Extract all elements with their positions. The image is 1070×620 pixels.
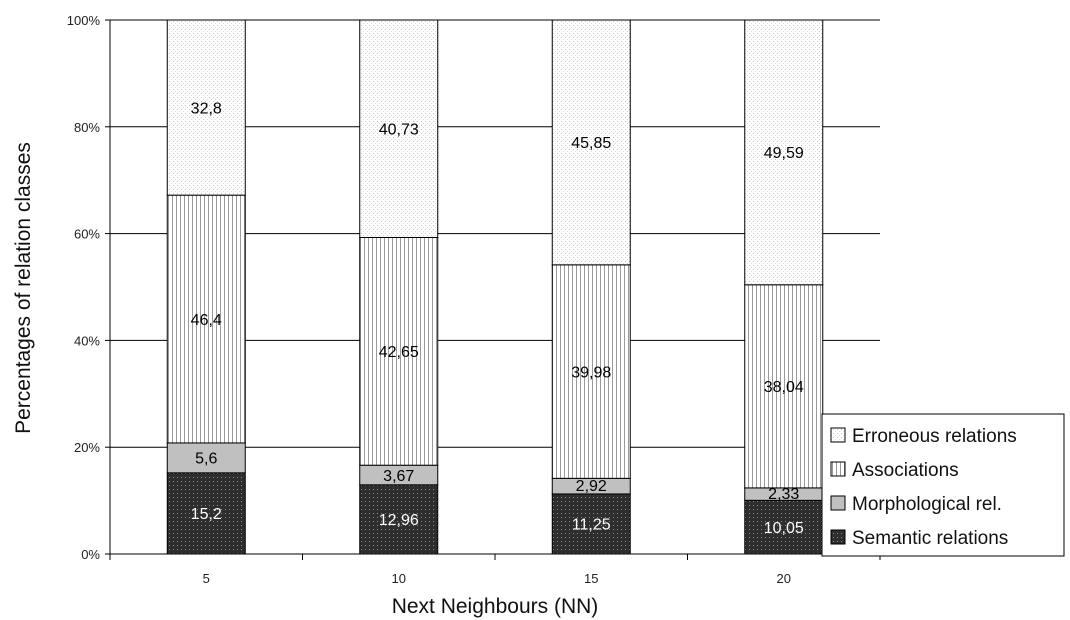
data-label: 15,2 [191,506,222,523]
y-tick-label: 60% [74,227,100,242]
bar-stack: 10,05 2,33 38,04 49,59 [744,19,824,555]
x-tick-label: 20 [777,571,791,586]
bar-segment [166,19,246,196]
x-tick-label: 15 [584,571,598,586]
data-label: 2,33 [768,486,799,503]
bar-segment [744,284,824,489]
legend-swatch [830,529,846,545]
data-label: 40,73 [379,121,419,138]
legend-swatch [830,461,846,477]
y-tick-label: 80% [74,120,100,135]
data-label: 32,8 [191,100,222,117]
bars: 15,2 5,6 46,4 32,8 12,96 3,67 42,65 40,73 11,25 2… [166,19,824,555]
y-tick-label: 0% [81,547,100,562]
legend-swatch [830,427,846,443]
data-label: 39,98 [571,364,611,381]
legend: Erroneous relations Associations Morpholog… [821,413,1065,557]
legend-box [821,413,1065,557]
y-axis-title: Percentages of relation classes [12,142,35,434]
bar-segment [359,236,439,466]
bar-stack: 11,25 2,92 39,98 45,85 [551,19,631,555]
data-label: 12,96 [379,512,419,529]
x-tick-label: 5 [203,571,210,586]
data-label: 5,6 [195,451,217,468]
bar-stack: 12,96 3,67 42,65 40,73 [359,19,439,555]
y-tick-label: 20% [74,440,100,455]
bar-segment [551,19,631,266]
data-label: 38,04 [764,379,804,396]
bar-segment [166,472,246,555]
legend-label: Morphological rel. [852,494,1002,515]
legend-swatch [830,495,846,511]
x-tick-label: 10 [392,571,406,586]
legend-label: Semantic relations [852,528,1008,549]
y-axis-ticks: 0% 20% 40% 60% 80% 100% [67,13,110,562]
bar-segment [551,493,631,555]
data-label: 10,05 [764,520,804,537]
legend-label: Erroneous relations [852,426,1017,447]
data-label: 3,67 [383,468,414,485]
x-axis: 5 10 15 20 [109,20,881,586]
data-label: 45,85 [571,135,611,152]
data-label: 46,4 [191,312,222,329]
bar-stack: 15,2 5,6 46,4 32,8 [166,19,246,555]
bar-segment [551,264,631,479]
data-label: 2,92 [576,478,607,495]
bar-segment [359,19,439,238]
bar-segment [744,19,824,286]
data-label: 11,25 [572,517,611,534]
legend-label: Associations [852,460,959,481]
x-axis-title: Next Neighbours (NN) [392,595,599,618]
data-label: 49,59 [764,145,804,162]
y-tick-label: 100% [67,13,101,28]
y-tick-label: 40% [74,333,100,348]
data-label: 42,65 [379,344,419,361]
